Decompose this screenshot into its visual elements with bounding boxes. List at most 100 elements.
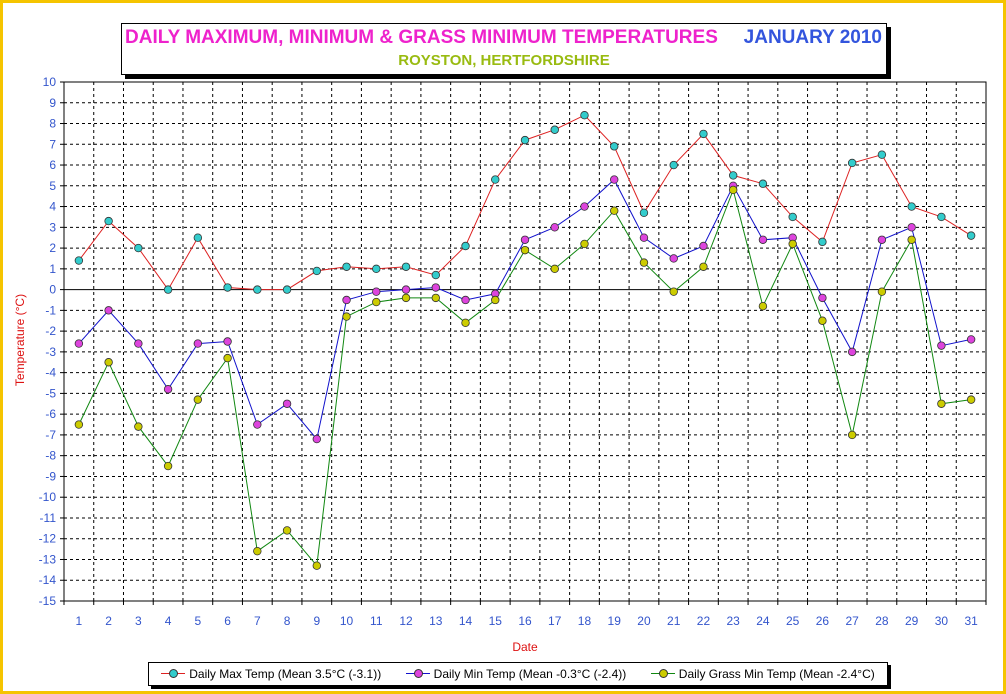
series-2-point	[966, 335, 976, 344]
series-3-point	[966, 395, 976, 404]
series-1-point	[401, 262, 411, 271]
series-2-point	[610, 175, 619, 184]
y-tick-label: -6	[45, 407, 56, 421]
series-3-point	[431, 293, 440, 303]
x-tick-label: 30	[935, 614, 949, 628]
y-tick-label: 7	[49, 137, 56, 151]
legend-label: Daily Grass Min Temp (Mean -2.4°C)	[678, 667, 875, 681]
x-tick-label: 24	[756, 614, 770, 628]
series-3-point	[907, 235, 916, 244]
legend-swatch	[405, 669, 430, 679]
series-3-point	[163, 461, 173, 471]
x-tick-label: 2	[105, 614, 112, 628]
series-1-point	[580, 111, 589, 120]
series-2-point	[639, 233, 649, 242]
series-1-point	[818, 237, 827, 247]
x-tick-label: 28	[875, 614, 889, 628]
series-1-point	[610, 142, 619, 151]
series-3-point	[312, 561, 322, 570]
series-3-point	[253, 546, 262, 556]
chart-subtitle: ROYSTON, HERTFORDSHIRE	[398, 52, 610, 69]
series-3-point	[788, 239, 797, 249]
series-1-point	[104, 216, 113, 226]
series-1-point	[461, 241, 470, 251]
series-1-point	[134, 243, 143, 253]
series-3-point	[937, 399, 946, 408]
series-2-point	[758, 235, 768, 244]
series-1-point	[639, 208, 649, 217]
series-3-point	[669, 287, 678, 296]
x-tick-label: 20	[637, 614, 651, 628]
series-1-point	[342, 262, 351, 271]
y-tick-label: 9	[49, 96, 56, 110]
series-1-point	[669, 160, 678, 170]
series-1-point	[312, 266, 322, 276]
series-1-point	[728, 171, 738, 180]
y-tick-label: 6	[49, 158, 56, 172]
y-tick-label: -4	[45, 366, 56, 380]
series-3-point	[74, 420, 84, 429]
y-tick-label: 2	[49, 241, 56, 255]
series-3-point	[342, 312, 351, 321]
y-tick-label: -13	[39, 552, 57, 566]
chart-legend: Daily Max Temp (Mean 3.5°C (-3.1)) Daily …	[148, 662, 888, 686]
series-2-point	[342, 295, 351, 305]
x-tick-label: 8	[284, 614, 291, 628]
series-1-point	[223, 283, 232, 292]
y-tick-label: -1	[45, 303, 56, 317]
series-3-point	[699, 262, 708, 271]
series-2-point	[163, 385, 173, 394]
y-tick-label: -12	[39, 532, 57, 546]
x-tick-label: 5	[194, 614, 201, 628]
series-2-point	[193, 339, 203, 348]
legend-swatch	[650, 669, 675, 679]
legend-label: Daily Max Temp (Mean 3.5°C (-3.1))	[189, 667, 382, 681]
series-3-point	[818, 316, 827, 325]
series-2-point	[818, 293, 827, 303]
series-3-point	[134, 422, 143, 431]
x-tick-label: 21	[667, 614, 681, 628]
series-3-point	[610, 206, 619, 215]
x-tick-label: 7	[254, 614, 261, 628]
series-3-point	[550, 264, 559, 274]
x-tick-label: 29	[905, 614, 919, 628]
y-tick-label: -2	[45, 324, 56, 338]
x-tick-label: 10	[340, 614, 354, 628]
x-tick-label: 25	[786, 614, 800, 628]
series-3-point	[104, 358, 113, 367]
series-1-point	[877, 150, 887, 159]
series-2-point	[253, 420, 262, 429]
series-2-point	[669, 254, 678, 263]
series-2-point	[461, 295, 470, 305]
series-3-point	[877, 287, 887, 296]
series-2-point	[877, 235, 887, 244]
x-tick-label: 22	[697, 614, 711, 628]
x-tick-label: 4	[165, 614, 172, 628]
series-3-point	[401, 293, 411, 303]
legend-swatch	[161, 669, 186, 679]
x-tick-label: 11	[370, 614, 383, 628]
x-tick-label: 17	[548, 614, 562, 628]
series-2-point	[520, 235, 530, 244]
series-1-point	[193, 233, 203, 242]
y-tick-label: 10	[43, 75, 57, 89]
series-3-point	[223, 353, 232, 363]
series-1-point	[847, 158, 857, 168]
series-1-point	[520, 135, 530, 145]
series-2-point	[847, 347, 857, 357]
series-3-point	[728, 185, 738, 195]
y-tick-label: -3	[45, 345, 56, 359]
legend-label: Daily Min Temp (Mean -0.3°C (-2.4))	[433, 667, 627, 681]
x-tick-label: 26	[816, 614, 830, 628]
series-2-point	[104, 306, 113, 315]
y-tick-label: 4	[49, 200, 56, 214]
y-tick-label: -11	[40, 511, 57, 525]
y-axis-label: Temperature (°C)	[13, 294, 27, 386]
series-3-point	[580, 239, 589, 249]
series-2-point	[282, 399, 292, 408]
y-tick-label: -5	[45, 386, 56, 400]
series-3-point	[193, 395, 203, 404]
series-1-point	[372, 264, 381, 274]
series-1-point	[907, 202, 916, 211]
